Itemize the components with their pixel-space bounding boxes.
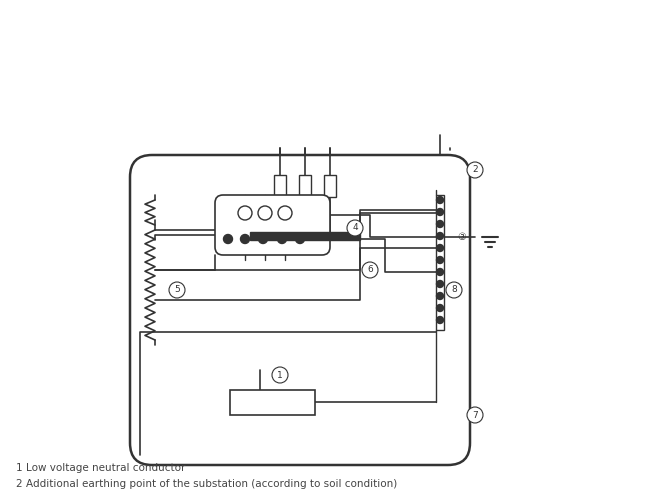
- Circle shape: [467, 162, 483, 178]
- Circle shape: [437, 244, 443, 252]
- Circle shape: [437, 316, 443, 324]
- Text: 1: 1: [16, 463, 22, 473]
- Text: Additional earthing point of the substation (according to soil condition): Additional earthing point of the substat…: [26, 479, 397, 489]
- Text: 1: 1: [277, 370, 283, 380]
- Bar: [299, 175, 311, 197]
- Circle shape: [467, 407, 483, 423]
- Circle shape: [224, 234, 233, 244]
- Circle shape: [278, 206, 292, 220]
- Circle shape: [258, 206, 272, 220]
- Text: Low voltage neutral conductor: Low voltage neutral conductor: [26, 463, 185, 473]
- Circle shape: [437, 208, 443, 216]
- Text: 2: 2: [472, 166, 478, 174]
- Circle shape: [437, 304, 443, 312]
- Circle shape: [437, 196, 443, 203]
- Circle shape: [362, 262, 378, 278]
- Circle shape: [437, 292, 443, 300]
- Circle shape: [437, 220, 443, 228]
- Text: ③: ③: [458, 232, 467, 242]
- Circle shape: [169, 282, 185, 298]
- Text: 7: 7: [472, 410, 478, 420]
- Text: 8: 8: [451, 286, 457, 294]
- Bar: [230, 390, 315, 415]
- Circle shape: [437, 256, 443, 264]
- Circle shape: [272, 367, 288, 383]
- FancyBboxPatch shape: [130, 155, 470, 465]
- Text: 5: 5: [174, 286, 180, 294]
- Circle shape: [259, 234, 268, 244]
- Circle shape: [240, 234, 250, 244]
- Circle shape: [437, 232, 443, 239]
- FancyBboxPatch shape: [215, 195, 330, 255]
- Circle shape: [347, 220, 363, 236]
- Text: 4: 4: [352, 224, 358, 232]
- Circle shape: [437, 268, 443, 276]
- Text: 2: 2: [16, 479, 22, 489]
- Bar: [324, 175, 336, 197]
- Circle shape: [446, 282, 462, 298]
- Circle shape: [278, 234, 287, 244]
- Circle shape: [437, 280, 443, 287]
- Circle shape: [296, 234, 304, 244]
- Text: 6: 6: [367, 266, 373, 274]
- Bar: [250, 232, 360, 240]
- Bar: [436, 195, 444, 330]
- Circle shape: [238, 206, 252, 220]
- Bar: [274, 175, 286, 197]
